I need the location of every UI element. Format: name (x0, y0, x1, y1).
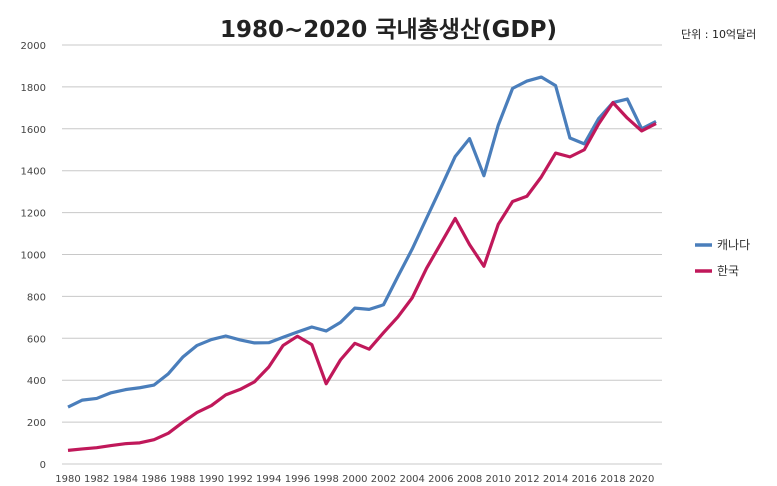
y-tick-label: 200 (27, 418, 46, 429)
x-tick-label: 2012 (514, 474, 539, 485)
x-tick-label: 1984 (113, 474, 138, 485)
chart-title: 1980~2020 국내총생산(GDP) (220, 17, 557, 43)
y-tick-label: 0 (40, 460, 46, 471)
y-tick-label: 2000 (21, 41, 46, 52)
x-tick-label: 2004 (399, 474, 424, 485)
y-tick-label: 800 (27, 292, 46, 303)
x-tick-label: 2020 (629, 474, 654, 485)
unit-label: 단위 : 10억달러 (681, 28, 757, 41)
x-tick-label: 1990 (199, 474, 224, 485)
x-tick-label: 2010 (486, 474, 511, 485)
x-tick-label: 2014 (543, 474, 568, 485)
series-line-canada (67, 75, 657, 409)
x-tick-label: 1986 (141, 474, 166, 485)
x-tick-label: 1992 (227, 474, 252, 485)
y-tick-label: 1800 (21, 83, 46, 94)
x-tick-label: 1998 (313, 474, 338, 485)
x-tick-label: 1988 (170, 474, 195, 485)
x-tick-label: 2018 (600, 474, 625, 485)
y-tick-label: 1600 (21, 125, 46, 136)
y-tick-label: 400 (27, 376, 46, 387)
x-tick-label: 2008 (457, 474, 482, 485)
x-tick-label: 1982 (84, 474, 109, 485)
x-tick-label: 1996 (285, 474, 310, 485)
x-tick-label: 2002 (371, 474, 396, 485)
y-tick-label: 1000 (21, 251, 46, 262)
x-tick-label: 2000 (342, 474, 367, 485)
legend-label: 한국 (717, 264, 739, 278)
y-tick-label: 1400 (21, 167, 46, 178)
x-tick-label: 1980 (55, 474, 80, 485)
series-line-korea (67, 101, 657, 452)
y-tick-label: 600 (27, 334, 46, 345)
y-tick-label: 1200 (21, 209, 46, 220)
x-tick-label: 2016 (572, 474, 597, 485)
x-tick-label: 1994 (256, 474, 281, 485)
x-tick-label: 2006 (428, 474, 453, 485)
legend-label: 캐나다 (717, 238, 750, 252)
